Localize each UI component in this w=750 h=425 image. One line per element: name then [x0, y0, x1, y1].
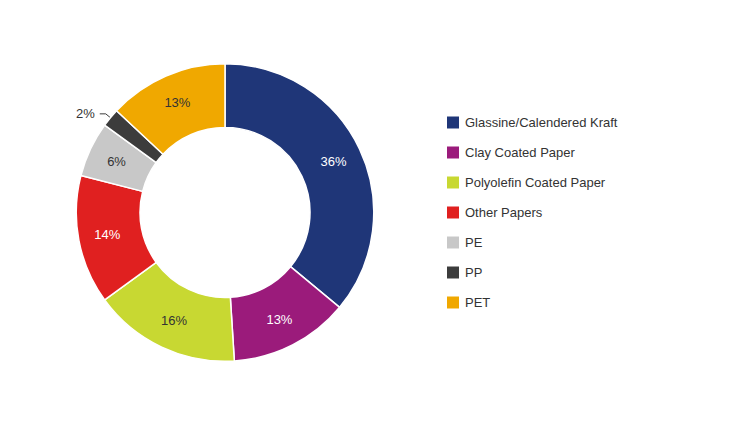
svg-text:13%: 13% — [164, 95, 190, 110]
svg-text:Other Papers: Other Papers — [465, 205, 543, 220]
svg-text:16%: 16% — [161, 313, 187, 328]
svg-text:Glassine/Calendered Kraft: Glassine/Calendered Kraft — [465, 115, 618, 130]
svg-text:36%: 36% — [320, 154, 346, 169]
svg-text:PP: PP — [465, 265, 482, 280]
svg-text:13%: 13% — [266, 312, 292, 327]
svg-text:Clay Coated Paper: Clay Coated Paper — [465, 145, 576, 160]
svg-text:Polyolefin Coated Paper: Polyolefin Coated Paper — [465, 175, 606, 190]
svg-text:14%: 14% — [94, 227, 120, 242]
svg-text:2%: 2% — [76, 106, 95, 121]
svg-text:6%: 6% — [107, 154, 126, 169]
svg-text:PET: PET — [465, 295, 490, 310]
svg-text:PE: PE — [465, 235, 483, 250]
